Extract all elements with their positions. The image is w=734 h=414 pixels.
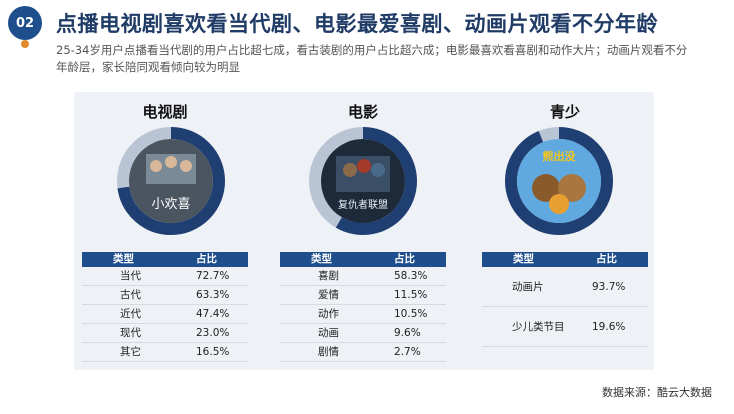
data-table-youth: 类型 占比 动画片 93.7% 少儿类节目 19.6% [482,252,648,347]
table-row: 少儿类节目 19.6% [482,307,648,347]
header-type: 类型 [311,253,332,265]
row-category: 现代 [120,327,141,339]
header-type: 类型 [113,253,134,265]
donut-svg: 小欢喜 [117,127,225,235]
table-row: 动作 10.5% [280,305,446,324]
table-row: 喜剧 58.3% [280,267,446,286]
row-share: 23.0% [196,327,230,339]
card-youth: 青少 熊出没 类型 占比 动画片 93.7% 少儿类节目 19.6% [482,102,648,347]
table-row: 近代 47.4% [82,305,248,324]
card-tv-drama: 电视剧 小欢喜 类型 占比 当代 72.7% 古代 63.3% 近代 47.4% 现代… [82,102,248,362]
row-share: 47.4% [196,308,230,320]
row-share: 10.5% [394,308,428,320]
table-row: 动画 9.6% [280,324,446,343]
card-title: 电影 [347,103,378,121]
table-row: 剧情 2.7% [280,343,446,362]
table-row: 当代 72.7% [82,267,248,286]
card-title: 电视剧 [142,103,188,121]
row-category: 动作 [318,308,339,320]
header-type: 类型 [513,253,534,265]
card-movies: 电影 复仇者联盟 类型 占比 喜剧 58.3% 爱情 11.5% 动作 10.5% 动… [280,102,446,362]
section-number: 02 [15,15,35,31]
table-row: 动画片 93.7% [482,267,648,307]
poster-hero [357,159,371,173]
row-category: 当代 [120,270,141,282]
page-title: 点播电视剧喜欢看当代剧、电影最爱喜剧、动画片观看不分年龄 [56,12,658,36]
page-subtitle: 25-34岁用户点播看当代剧的用户占比超七成，看古装剧的用户占比超六成；电影最喜… [56,43,688,74]
donut-chart-movies: 复仇者联盟 [308,126,418,236]
row-share: 16.5% [196,346,230,358]
row-category: 近代 [120,308,141,320]
poster-title: 复仇者联盟 [338,198,388,211]
donut-arc [117,127,225,235]
header-share: 占比 [596,253,617,265]
row-share: 72.7% [196,270,230,282]
donut-svg: 复仇者联盟 [309,127,417,235]
poster-bear [558,174,586,202]
poster-hero [343,163,357,177]
poster-bear [532,174,560,202]
row-category: 爱情 [318,289,339,301]
header-share: 占比 [394,253,415,265]
row-share: 9.6% [394,327,421,339]
poster-character [549,194,569,214]
table-row: 其它 16.5% [82,343,248,362]
row-share: 58.3% [394,270,428,282]
section-number-badge: 02 [8,6,42,40]
donut-svg: 熊出没 [505,127,613,235]
data-table-tv: 类型 占比 当代 72.7% 古代 63.3% 近代 47.4% 现代 23.0% 其它… [82,252,248,362]
table-row: 古代 63.3% [82,286,248,305]
poster-face [150,160,162,172]
donut-arc [505,127,613,235]
card-title: 青少 [549,103,580,121]
table-header: 类型 占比 [82,252,248,267]
row-category: 动画 [318,327,339,339]
row-category: 剧情 [318,346,339,358]
table-header: 类型 占比 [280,252,446,267]
poster-title: 小欢喜 [151,197,190,212]
row-share: 11.5% [394,289,428,301]
poster-face [165,156,177,168]
donut-chart-tv: 小欢喜 [116,126,226,236]
row-category: 少儿类节目 [512,321,565,333]
row-share: 2.7% [394,346,421,358]
row-category: 其它 [120,346,141,358]
table-header: 类型 占比 [482,252,648,267]
poster-hero [371,163,385,177]
row-category: 喜剧 [318,270,339,282]
table-row: 爱情 11.5% [280,286,446,305]
data-source-note: 数据来源：酷云大数据 [602,386,712,399]
badge-accent-dot [21,40,29,48]
table-row: 现代 23.0% [82,324,248,343]
row-share: 63.3% [196,289,230,301]
donut-chart-youth: 熊出没 [504,126,614,236]
header-share: 占比 [196,253,217,265]
row-category: 古代 [120,289,141,301]
donut-arc [309,127,417,235]
poster-image-youth [517,139,601,223]
poster-face [180,160,192,172]
poster-title: 熊出没 [543,149,577,163]
row-share: 19.6% [592,321,626,333]
row-share: 93.7% [592,281,626,293]
row-category: 动画片 [512,281,544,293]
data-table-movies: 类型 占比 喜剧 58.3% 爱情 11.5% 动作 10.5% 动画 9.6% 剧情 2… [280,252,446,362]
